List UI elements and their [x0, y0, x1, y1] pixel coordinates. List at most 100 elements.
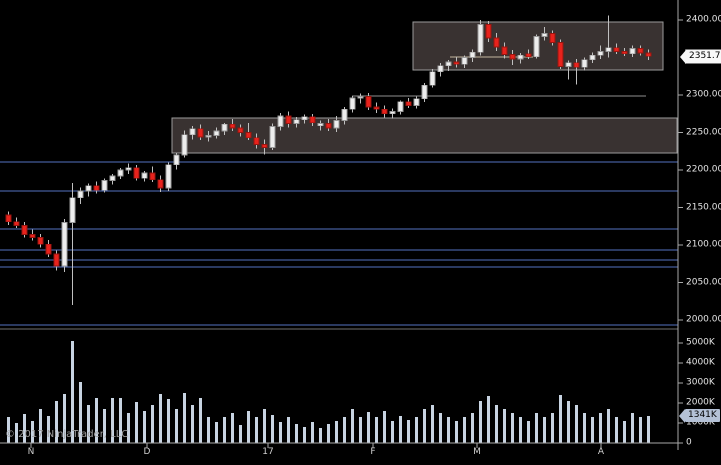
candle-body	[269, 126, 276, 148]
candle-body	[157, 179, 164, 189]
candle-body	[141, 172, 148, 179]
candle-body	[133, 167, 140, 179]
volume-bar	[647, 416, 650, 443]
candle-body	[5, 214, 12, 223]
candle-body	[581, 59, 588, 68]
volume-bar	[591, 417, 594, 443]
volume-bar	[223, 417, 226, 443]
candle-body	[421, 84, 428, 100]
volume-bar	[495, 405, 498, 443]
candle-body	[645, 52, 652, 57]
volume-bar	[39, 409, 42, 443]
candle-body	[565, 62, 572, 67]
candle-body	[533, 36, 540, 58]
price-tick-label: 2100.00	[686, 239, 721, 250]
volume-bar	[23, 414, 26, 443]
price-tick-label: 2300.00	[686, 89, 721, 100]
volume-bar	[599, 413, 602, 443]
candle-body	[293, 119, 300, 124]
volume-bar	[383, 411, 386, 443]
volume-bar	[631, 413, 634, 443]
volume-bar	[431, 405, 434, 443]
candle-body	[549, 33, 556, 43]
candle-body	[69, 197, 76, 223]
volume-bar	[143, 411, 146, 443]
candle-body	[445, 61, 452, 67]
candle-body	[605, 47, 612, 52]
volume-bar	[127, 413, 130, 443]
copyright-label: © 2017 NinjaTrader, LLC	[5, 429, 129, 440]
volume-bar	[47, 416, 50, 443]
volume-bar	[31, 421, 34, 443]
candle-body	[45, 243, 52, 255]
volume-bar	[479, 401, 482, 443]
time-tick-label: D	[143, 447, 151, 457]
candle-body	[461, 57, 468, 65]
candle-body	[389, 111, 396, 115]
volume-bar	[7, 417, 10, 443]
candle-body	[573, 62, 580, 68]
price-tick-label: 2000.00	[686, 314, 721, 325]
last-price-marker: 2351.75	[685, 49, 721, 65]
volume-bar	[103, 409, 106, 443]
candle-body	[197, 128, 204, 138]
candle-body	[429, 71, 436, 86]
time-tick-label: M	[473, 447, 481, 457]
candle-body	[205, 135, 212, 138]
candle-body	[317, 123, 324, 127]
volume-tick-label: 2000K	[686, 397, 715, 408]
candle-body	[541, 33, 548, 37]
volume-bar	[263, 409, 266, 443]
candle-body	[557, 42, 564, 67]
volume-bar	[159, 394, 162, 443]
candle-body	[509, 54, 516, 60]
candle-body	[253, 137, 260, 145]
time-tick-label: A	[597, 447, 605, 457]
candle-body	[237, 127, 244, 133]
candle-body	[173, 154, 180, 166]
candle-body	[245, 132, 252, 139]
volume-bar	[351, 409, 354, 443]
candle-body	[413, 98, 420, 106]
candle-body	[101, 180, 108, 191]
volume-bar	[615, 417, 618, 443]
candle-body	[61, 222, 68, 267]
candle-body	[501, 46, 508, 55]
candle-body	[149, 172, 156, 181]
candle-body	[477, 24, 484, 53]
candle-body	[85, 185, 92, 192]
volume-bar	[231, 413, 234, 443]
candle-body	[333, 120, 340, 129]
volume-bar	[95, 398, 98, 443]
volume-bar	[559, 395, 562, 443]
candle-body	[77, 190, 84, 199]
volume-bar	[111, 398, 114, 443]
candle-body	[349, 97, 356, 110]
volume-bar	[343, 417, 346, 443]
candle-body	[309, 116, 316, 124]
volume-bar	[575, 405, 578, 443]
candle-body	[517, 54, 524, 60]
price-tick-label: 2050.00	[686, 277, 721, 287]
time-tick-label: F	[370, 447, 376, 457]
volume-bar	[119, 398, 122, 443]
volume-tick-label: 0	[686, 437, 692, 448]
volume-bar	[327, 424, 330, 443]
candle-body	[277, 115, 284, 127]
candle-body	[165, 164, 172, 189]
candle-body	[13, 221, 20, 226]
last-volume-marker: 1341K	[685, 409, 720, 423]
volume-bar	[551, 413, 554, 443]
candle-body	[285, 115, 292, 124]
candle-body	[365, 96, 372, 108]
volume-bar	[639, 417, 642, 443]
volume-bar	[303, 427, 306, 443]
volume-bar	[423, 409, 426, 443]
volume-bar	[471, 413, 474, 443]
candle-body	[221, 123, 228, 132]
candle-body	[405, 101, 412, 106]
candle-body	[493, 37, 500, 48]
candle-body	[213, 130, 220, 136]
